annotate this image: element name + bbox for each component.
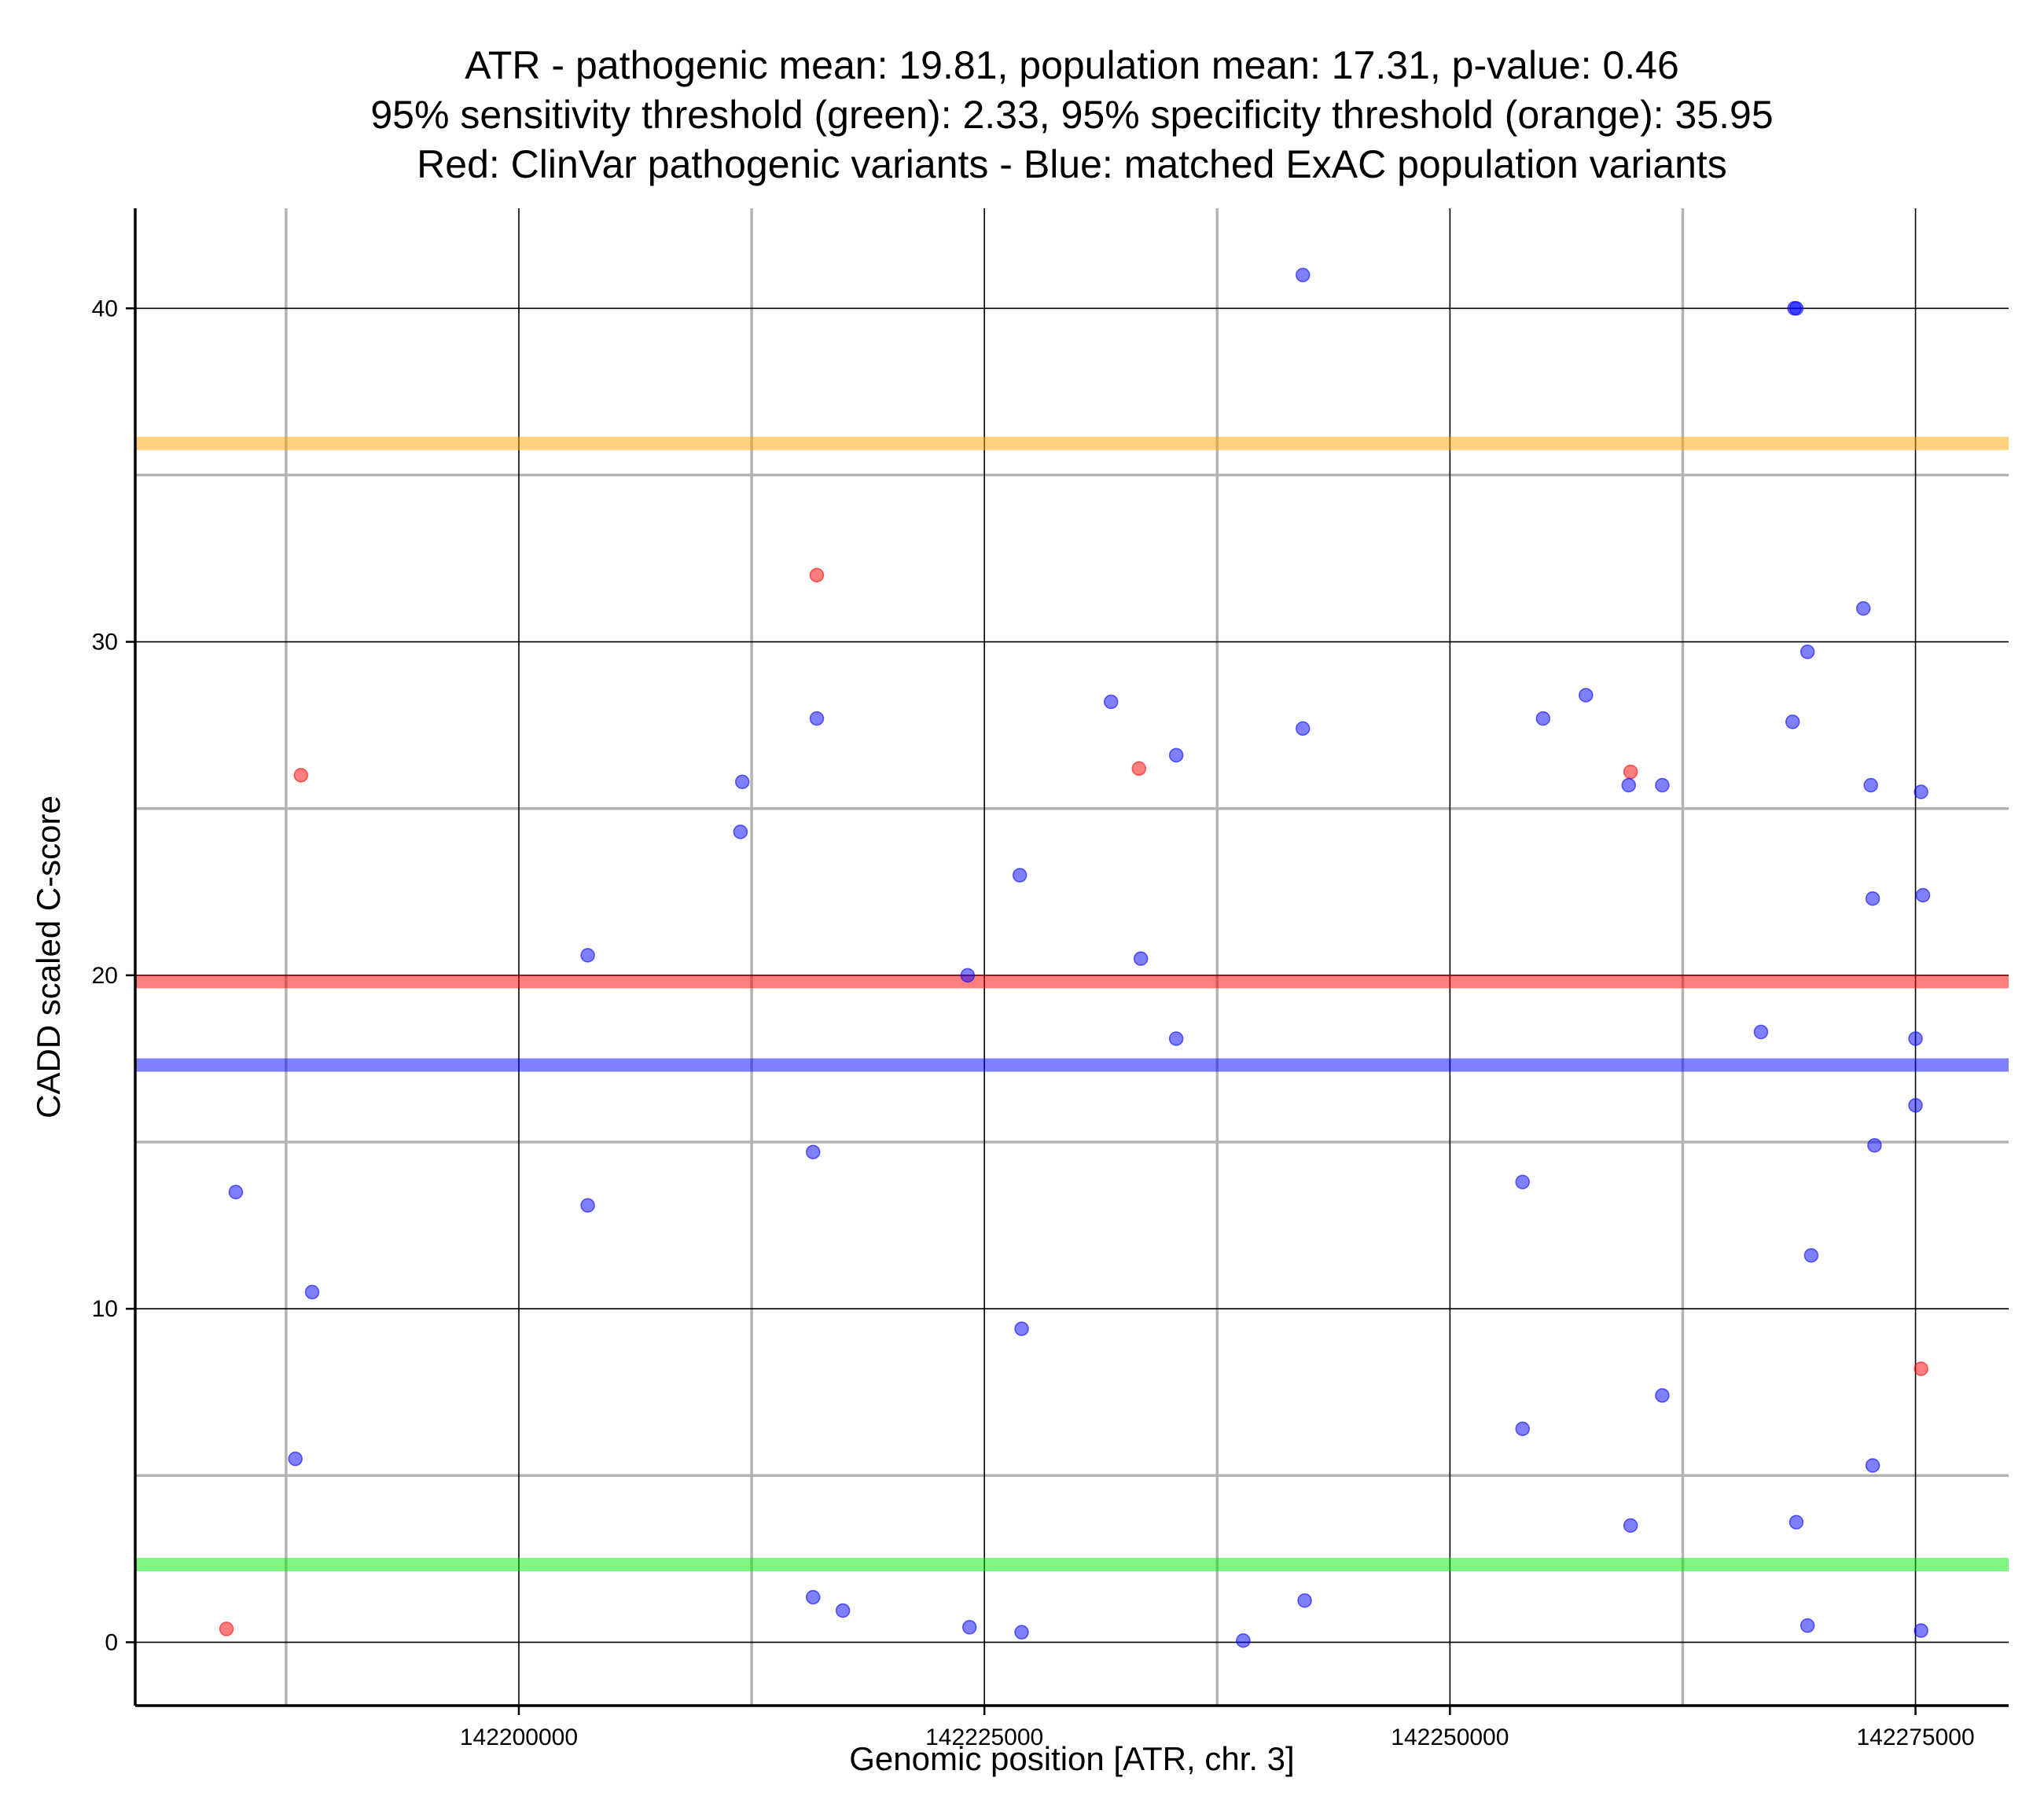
population-point <box>1655 1388 1670 1403</box>
reference-lines <box>135 436 2009 1572</box>
y-tick-label: 40 <box>92 296 118 321</box>
population-point <box>1535 711 1551 726</box>
population-point <box>1621 777 1637 793</box>
gridlines <box>135 208 2009 1706</box>
population-point <box>1579 688 1594 703</box>
population-point <box>1014 1625 1029 1640</box>
population-point <box>835 1603 851 1618</box>
pathogenic-point <box>809 567 825 582</box>
pathogenic-point <box>219 1622 234 1636</box>
population-point <box>1012 868 1028 883</box>
population-point <box>805 1589 821 1605</box>
population-point <box>734 774 750 790</box>
chart-title-line-1: ATR - pathogenic mean: 19.81, population… <box>465 43 1679 87</box>
population-point <box>304 1284 320 1300</box>
population-point <box>1133 951 1149 966</box>
population-point <box>1908 1031 1923 1046</box>
population-point <box>1655 777 1670 793</box>
population-point <box>1788 1515 1804 1530</box>
population-point <box>1295 267 1311 283</box>
x-tick-label: 142225000 <box>925 1724 1043 1750</box>
y-tick-label: 20 <box>92 963 118 989</box>
chart-text: 0 10 20 30 40 142200000 142225000 142250000 1422… <box>30 43 1975 1777</box>
chart-title-line-3: Red: ClinVar pathogenic variants - Blue:… <box>417 142 1727 186</box>
y-tick-label: 10 <box>92 1296 118 1322</box>
population-point <box>1168 1031 1184 1046</box>
population-point <box>1236 1633 1251 1648</box>
population-point <box>961 1620 977 1635</box>
population-point <box>960 968 976 983</box>
chart-title-line-2: 95% sensitivity threshold (green): 2.33,… <box>370 93 1773 137</box>
population-point <box>1803 1247 1819 1263</box>
population-point <box>1855 600 1871 616</box>
x-tick-label: 142250000 <box>1391 1724 1509 1750</box>
population-point <box>1867 1137 1882 1153</box>
population-point <box>805 1144 821 1159</box>
population-point <box>1913 1623 1928 1638</box>
population-point <box>1515 1421 1530 1437</box>
y-axis-title: CADD scaled C-score <box>30 795 67 1118</box>
population-point <box>1865 1458 1880 1473</box>
data-points <box>219 267 1931 1648</box>
population-point <box>1295 721 1311 736</box>
population-point <box>1865 891 1880 906</box>
population-point <box>580 1198 595 1213</box>
pathogenic-point <box>1131 761 1147 777</box>
population-point <box>809 711 825 726</box>
pathogenic-point <box>1913 1361 1928 1376</box>
population-point <box>1800 1618 1815 1633</box>
population-point <box>1753 1024 1769 1040</box>
population-point <box>1168 747 1184 763</box>
population-point <box>1103 694 1119 710</box>
y-tick-label: 0 <box>105 1629 118 1655</box>
population-point <box>1863 777 1878 793</box>
pathogenic-point <box>293 768 309 783</box>
population-point <box>1014 1321 1029 1336</box>
population-point <box>1297 1593 1312 1608</box>
population-point <box>1788 301 1804 316</box>
population-point <box>228 1184 244 1199</box>
pathogenic-point <box>1623 764 1638 780</box>
population-point <box>1915 887 1931 903</box>
population-point <box>1800 645 1815 659</box>
x-axis-title: Genomic position [ATR, chr. 3] <box>849 1740 1294 1777</box>
population-point <box>1908 1098 1923 1113</box>
axes <box>126 208 2009 1715</box>
x-tick-label: 142275000 <box>1856 1724 1974 1750</box>
y-tick-label: 30 <box>92 630 118 656</box>
population-point <box>1785 714 1800 729</box>
population-point <box>288 1451 303 1467</box>
population-point <box>1913 784 1928 799</box>
population-point <box>1515 1174 1530 1190</box>
population-point <box>1623 1518 1638 1533</box>
population-point <box>733 825 748 839</box>
x-tick-label: 142200000 <box>460 1724 578 1750</box>
population-point <box>580 948 595 963</box>
